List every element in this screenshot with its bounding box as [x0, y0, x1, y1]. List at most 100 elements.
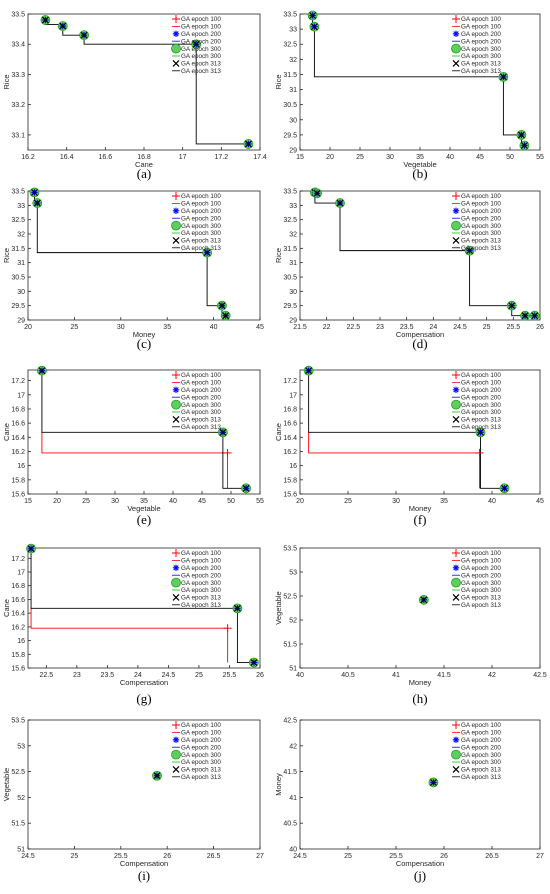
- legend-entry-label: GA epoch 100: [461, 380, 501, 387]
- data-point-epoch100: [223, 624, 232, 633]
- legend-entry-label: GA epoch 313: [181, 61, 221, 68]
- star-marker: [453, 737, 459, 743]
- y-tick-label: 15.6: [11, 666, 25, 673]
- x-tick-label: 35: [140, 498, 148, 505]
- legend-entry-label: GA epoch 300: [181, 587, 221, 594]
- y-tick-label: 33: [289, 203, 297, 210]
- y-tick-label: 52: [17, 795, 25, 802]
- x-marker: [244, 140, 252, 148]
- circle-marker: [171, 399, 181, 410]
- x-marker: [531, 312, 539, 320]
- circle-marker: [171, 220, 181, 231]
- y-tick-label: 51.5: [11, 821, 25, 828]
- y-tick-label: 29: [289, 318, 297, 325]
- x-tick-label: 40: [446, 154, 454, 161]
- y-axis-label: Rice: [2, 248, 11, 263]
- data-point: [232, 603, 243, 614]
- x-marker: [31, 189, 38, 196]
- legend-entry-label: GA epoch 300: [181, 53, 221, 60]
- y-tick-label: 17: [17, 570, 25, 577]
- y-tick-label: 17.2: [283, 378, 297, 385]
- y-tick-label: 30: [17, 289, 25, 296]
- x-tick-label: 35: [440, 498, 448, 505]
- x-tick-label: 45: [256, 324, 264, 331]
- x-marker: [310, 23, 318, 31]
- x-tick-label: 40.5: [341, 672, 355, 679]
- y-tick-label: 41: [289, 795, 297, 802]
- legend-entry-label: GA epoch 200: [461, 387, 501, 394]
- x-tick-label: 25.5: [389, 853, 403, 860]
- legend-entry-label: GA epoch 200: [181, 215, 221, 222]
- x-axis-label: Compensation: [120, 859, 168, 868]
- data-point: [335, 198, 345, 208]
- y-tick-label: 16.6: [11, 421, 25, 428]
- legend-entry-label: GA epoch 300: [181, 230, 221, 237]
- chart-panel: 15 20 25 30 35 40 45 50 55 29 29.5 30 30.5 31 31.5 32 32…: [274, 10, 544, 181]
- y-tick-label: 30: [289, 289, 297, 296]
- data-point: [418, 594, 429, 605]
- x-axis-label: Compensation: [396, 330, 444, 339]
- x-tick-label: 24: [429, 324, 437, 331]
- star-marker: [173, 387, 179, 393]
- plot-frame: [299, 13, 541, 151]
- data-point: [428, 777, 439, 788]
- y-tick-label: 33: [289, 27, 297, 34]
- legend-entry-label: GA epoch 200: [461, 744, 501, 751]
- legend-entry-label: GA epoch 100: [181, 380, 221, 387]
- x-tick-label: 17: [179, 154, 187, 161]
- y-tick-label: 16.2: [11, 624, 25, 631]
- x-tick-label: 35: [163, 324, 171, 331]
- x-tick-label: 50: [227, 498, 235, 505]
- legend-entry-label: GA epoch 313: [181, 68, 221, 75]
- legend-entry-label: GA epoch 313: [461, 68, 501, 75]
- x-marker: [172, 593, 180, 601]
- y-tick-label: 40: [289, 847, 297, 854]
- data-point: [519, 140, 530, 151]
- y-tick-label: 33.1: [11, 132, 25, 139]
- legend-entry-label: GA epoch 100: [461, 558, 501, 565]
- data-point: [498, 71, 509, 82]
- y-tick-label: 17.2: [11, 378, 25, 385]
- plot-frame: [299, 719, 541, 850]
- legend-entry-label: GA epoch 100: [181, 372, 221, 379]
- legend-entry-label: GA epoch 313: [461, 602, 501, 609]
- x-marker: [517, 131, 525, 139]
- circle-marker: [451, 577, 461, 588]
- data-point-epoch100: [223, 448, 232, 457]
- circle-marker: [171, 577, 181, 588]
- plot-frame: [299, 190, 541, 321]
- legend-entry-label: GA epoch 200: [181, 387, 221, 394]
- x-marker: [38, 367, 46, 375]
- x-tick-label: 15: [24, 498, 32, 505]
- x-axis-label: Cane: [135, 160, 153, 169]
- data-point: [37, 365, 47, 376]
- x-marker: [501, 484, 508, 492]
- data-point: [26, 543, 36, 554]
- star-marker: [173, 208, 179, 214]
- legend-entry-label: GA epoch 200: [461, 737, 501, 744]
- y-tick-label: 53: [289, 570, 297, 577]
- x-marker: [222, 312, 230, 320]
- panel-label: (i): [138, 868, 150, 883]
- y-tick-label: 30.5: [283, 102, 297, 109]
- plot-frame: [27, 719, 261, 850]
- y-tick-label: 31: [289, 260, 297, 267]
- x-marker: [452, 415, 460, 423]
- x-marker: [192, 40, 200, 48]
- x-marker: [420, 596, 428, 604]
- y-tick-label: 33.5: [283, 12, 297, 19]
- y-tick-label: 29: [17, 318, 25, 325]
- x-tick-label: 26: [256, 672, 264, 679]
- data-point: [40, 15, 51, 25]
- legend-entry-label: GA epoch 200: [181, 744, 221, 751]
- legend-entry-label: GA epoch 200: [461, 565, 501, 572]
- x-tick-label: 55: [536, 154, 544, 161]
- circle-marker: [451, 220, 461, 231]
- x-tick-label: 35: [416, 154, 424, 161]
- legend-entry-label: GA epoch 100: [181, 550, 221, 557]
